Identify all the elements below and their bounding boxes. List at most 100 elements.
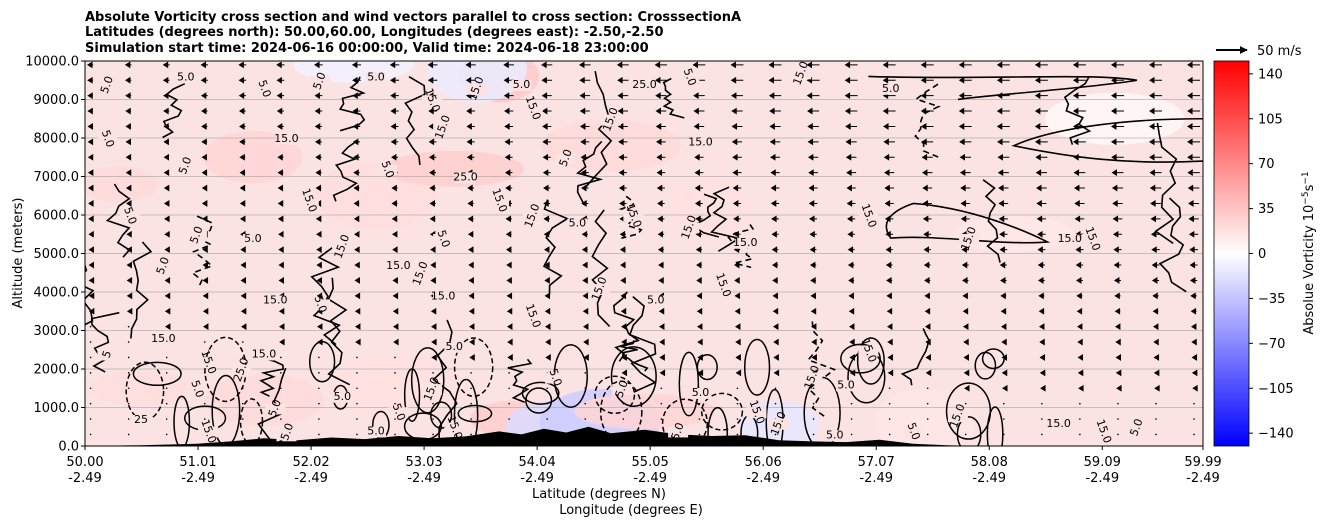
wind-vector [884,215,894,223]
wind-vector [807,153,819,161]
wind-vector [467,200,474,207]
wind-vector [391,200,398,207]
wind-vector [1149,184,1162,192]
colorbar-tick-label: 0 [1258,247,1266,262]
wind-vector [240,323,247,331]
wind-vector [920,92,934,100]
contour-line [914,83,942,160]
wind-vector [1002,433,1005,436]
wind-vector [960,184,971,192]
wind-vector [314,92,323,100]
contour-label-bg [421,95,442,107]
wind-vector [1187,123,1201,130]
colorbar-label: Absolue Vorticity 10−5s−1 [1301,171,1317,334]
wind-vector [1112,200,1123,207]
contour-label: 15.0 [386,259,411,272]
x-axis-label-latitude: Latitude (degrees N) [532,487,666,502]
wind-vector [1077,354,1084,361]
wind-vector [164,230,170,238]
wind-vector [88,277,95,284]
wind-vector [1154,384,1160,392]
colorbar-ticks: 140 105 70 35 0 −35 −70 −105 −140 [1249,67,1294,442]
contour-label: 5.0 [669,421,687,442]
contour-label: 5.0 [177,70,195,83]
wind-vector [1189,261,1198,269]
wind-vector [846,200,856,207]
wind-vector [654,76,667,84]
contour-line [576,140,604,206]
wind-vector [278,230,284,238]
wind-vector [239,123,246,130]
y-tick-label: 7000.0 [34,170,80,185]
wind-vector [1187,138,1201,146]
wind-vector [1038,307,1045,315]
wind-vector [239,200,246,207]
colorbar-tick-label: −35 [1258,292,1285,307]
wind-vector [806,92,820,100]
wind-vector [1115,354,1122,361]
contour-label-bg [186,384,207,396]
x-tick-label-lon: -2.49 [972,471,1006,486]
wind-vector [314,61,323,69]
wind-vector [1034,123,1048,130]
wind-vector [88,261,95,269]
wind-vector [1191,369,1198,377]
wind-vector [810,323,817,331]
wind-vector [923,261,931,269]
wind-vector [924,277,931,284]
wind-vector [280,372,282,374]
wind-vector [162,61,170,69]
wind-vector [844,76,858,84]
wind-vector [1111,92,1124,100]
wind-vector [1188,230,1199,238]
wind-vector [921,138,934,146]
contour-label-bg [265,295,286,307]
wind-vector [734,277,740,284]
wind-vector [698,418,701,420]
wind-vector [806,61,820,69]
wind-vector [657,230,665,238]
colorbar-tick-label: 105 [1258,112,1283,127]
wind-vector [238,92,246,100]
y-tick-label: 9000.0 [34,93,80,108]
wind-vector [542,153,551,161]
wind-vector [1001,369,1008,377]
wind-vector [770,153,781,161]
wind-vector [660,418,663,420]
wind-vector [543,230,550,238]
wind-vector [239,153,246,161]
wind-vector [505,184,513,192]
wind-vector [1111,76,1124,84]
wind-vector [732,184,742,192]
wind-vector [617,92,629,100]
contour-label-bg [410,268,431,280]
wind-vector [774,402,777,405]
contour-label: 5.0 [311,294,329,315]
y-tick-label: 2000.0 [34,363,80,378]
vorticity-patch [85,166,159,203]
wind-vector [126,261,132,269]
wind-vector [849,369,856,377]
wind-vector [581,246,588,254]
wind-vector [88,246,94,254]
wind-vector [89,372,92,374]
wind-vector [200,76,208,84]
wind-vector [125,123,131,130]
wind-vector [1034,61,1048,69]
wind-vector [999,246,1008,254]
contour-loop [410,347,445,414]
wind-vector [431,338,437,346]
wind-vector [888,418,891,420]
y-tick-label: 4000.0 [34,286,80,301]
contour-label: 5.0 [837,378,855,391]
wind-vector [1002,384,1008,392]
wind-vector [809,230,817,238]
wind-vector [240,215,246,223]
contour-label: 5.0 [681,67,699,88]
wind-vector [353,184,360,192]
wind-vector [886,323,893,331]
wind-vector [390,123,399,130]
wind-vector [542,123,552,130]
wind-vector [89,418,92,420]
wind-vector [660,402,663,405]
